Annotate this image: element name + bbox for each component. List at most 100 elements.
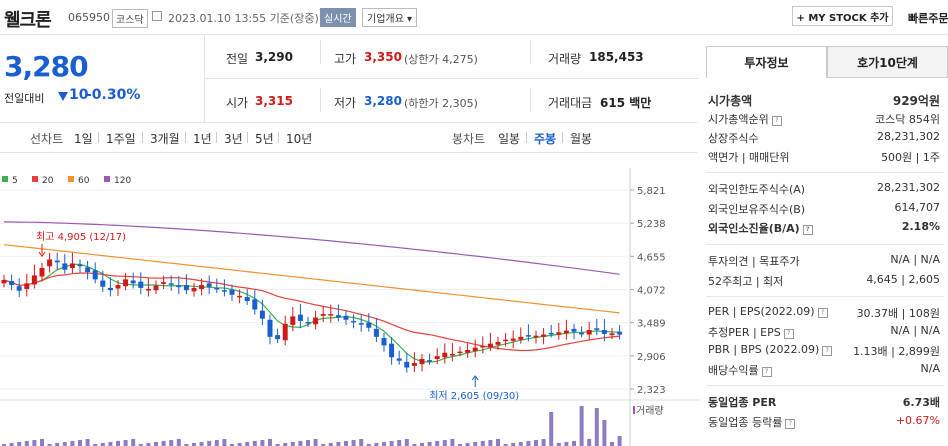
volume-bar bbox=[404, 439, 409, 446]
candle-body bbox=[442, 352, 448, 358]
volume-bar bbox=[131, 439, 136, 446]
volume-label: 거래량 bbox=[636, 405, 664, 417]
volume-bar bbox=[313, 439, 318, 446]
volume-bar bbox=[556, 443, 561, 446]
quick-order-button[interactable]: 빠른주문 bbox=[908, 12, 948, 25]
company-overview-dropdown[interactable]: 기업개요 ▾ bbox=[362, 8, 418, 27]
change-label: 전일대비 bbox=[4, 92, 45, 105]
candle-body bbox=[214, 287, 220, 290]
period-1w[interactable]: 1주일 bbox=[106, 132, 136, 146]
candle-body bbox=[39, 267, 45, 277]
volume-bar bbox=[40, 439, 44, 446]
ma120-line bbox=[3, 221, 620, 275]
volume-bar bbox=[321, 444, 326, 446]
volume-bar bbox=[222, 439, 227, 446]
bong-monthly[interactable]: 월봉 bbox=[570, 132, 593, 146]
help-icon: ? bbox=[785, 419, 796, 429]
high-value: 3,350 bbox=[364, 50, 402, 64]
volume-bar bbox=[268, 439, 272, 446]
y-tick-label: 4,655 bbox=[637, 252, 666, 263]
volume-bar bbox=[366, 444, 371, 446]
week52-label: 52주최고 | 최저 bbox=[708, 275, 784, 288]
legend-swatch-20 bbox=[32, 176, 38, 182]
chevron-down-icon: ▾ bbox=[407, 14, 413, 25]
market-cap-value: 929억원 bbox=[892, 94, 940, 108]
divider bbox=[320, 40, 321, 64]
candle-body bbox=[313, 317, 319, 325]
candle-body bbox=[206, 283, 212, 287]
candle-body bbox=[548, 332, 554, 335]
y-tick-label: 4,072 bbox=[637, 286, 666, 297]
y-tick-label: 2,323 bbox=[637, 385, 666, 396]
volume-bar bbox=[62, 442, 67, 446]
legend-label-5: 5 bbox=[12, 176, 18, 186]
add-mystock-button[interactable]: + MY STOCK 추가 bbox=[792, 6, 893, 26]
candle-body bbox=[328, 314, 334, 316]
opinion-label: 투자의견 | 목표주가 bbox=[708, 255, 800, 268]
period-3y[interactable]: 3년 bbox=[224, 132, 243, 146]
volume-bar bbox=[435, 441, 440, 446]
quote-datetime: 2023.01.10 13:55 기준(장중) bbox=[168, 10, 319, 26]
realtime-button[interactable]: 실시간 bbox=[320, 8, 356, 27]
candle-body bbox=[411, 363, 417, 366]
change-percent: -0.30% bbox=[86, 87, 141, 103]
tab-hoga-10[interactable]: 호가10단계 bbox=[827, 46, 948, 78]
dividend-label: 배당수익률? bbox=[708, 362, 772, 378]
candle-body bbox=[533, 335, 539, 338]
candle-body bbox=[24, 283, 30, 290]
volume-bar bbox=[245, 442, 250, 446]
period-5y[interactable]: 5년 bbox=[255, 132, 274, 146]
y-tick-label: 5,821 bbox=[637, 186, 666, 197]
candle-body bbox=[168, 283, 174, 285]
ma60-line bbox=[3, 244, 620, 314]
open-label: 시가 bbox=[226, 96, 249, 110]
volume-bar bbox=[70, 441, 75, 446]
current-price: 3,280 bbox=[4, 50, 89, 83]
price-chart[interactable]: 5 20 60 120 5,821 5,238 4,655 4,072 3,489 2,906 2… bbox=[0, 168, 700, 446]
period-10y[interactable]: 10년 bbox=[286, 132, 313, 146]
ma5-line bbox=[3, 263, 620, 363]
est-per-value: N/A | N/A bbox=[890, 324, 940, 337]
candle-body bbox=[320, 314, 326, 316]
candle-body bbox=[373, 328, 379, 337]
volume-bar bbox=[442, 440, 447, 446]
volume-bar bbox=[123, 440, 128, 446]
divider bbox=[530, 88, 531, 112]
volume-bar bbox=[298, 441, 303, 446]
bong-daily[interactable]: 일봉 bbox=[498, 132, 521, 146]
tab-invest-info[interactable]: 투자정보 bbox=[706, 46, 827, 78]
dividend-value: N/A bbox=[920, 362, 940, 375]
sector-per-label: 동일업종 PER bbox=[708, 396, 777, 409]
volume-bar bbox=[252, 441, 257, 446]
volume-bar bbox=[275, 444, 280, 446]
candle-body bbox=[358, 323, 364, 325]
candle-body bbox=[343, 315, 349, 320]
help-icon: ? bbox=[802, 225, 813, 235]
period-1d[interactable]: 1일 bbox=[74, 132, 93, 146]
volume-bar bbox=[511, 443, 516, 446]
rank-label: 시가총액순위? bbox=[708, 111, 782, 127]
company-overview-label: 기업개요 bbox=[367, 14, 404, 25]
volume-bar bbox=[24, 441, 29, 446]
volume-bar bbox=[237, 443, 242, 446]
volume-bar bbox=[169, 440, 174, 446]
candle-body bbox=[145, 289, 151, 291]
volume-bar bbox=[503, 444, 508, 446]
volume-bar bbox=[427, 442, 432, 446]
legend-label-120: 120 bbox=[114, 176, 131, 186]
period-1y[interactable]: 1년 bbox=[193, 132, 212, 146]
divider bbox=[530, 40, 531, 64]
candle-body bbox=[282, 323, 288, 341]
amount-value: 615 백만 bbox=[600, 96, 652, 110]
candle-body bbox=[434, 356, 440, 360]
volume-bar bbox=[336, 442, 341, 446]
volume-bar bbox=[534, 440, 538, 446]
volume-bar bbox=[602, 420, 607, 446]
datetime-value: 2023.01.10 13:55 bbox=[168, 12, 267, 25]
period-3m[interactable]: 3개월 bbox=[150, 132, 180, 146]
bong-weekly[interactable]: 주봉 bbox=[534, 132, 557, 146]
down-arrow-icon bbox=[58, 92, 68, 101]
week52-value: 4,645 | 2,605 bbox=[866, 273, 940, 286]
candle-body bbox=[161, 282, 167, 284]
volume-bar bbox=[610, 442, 614, 446]
